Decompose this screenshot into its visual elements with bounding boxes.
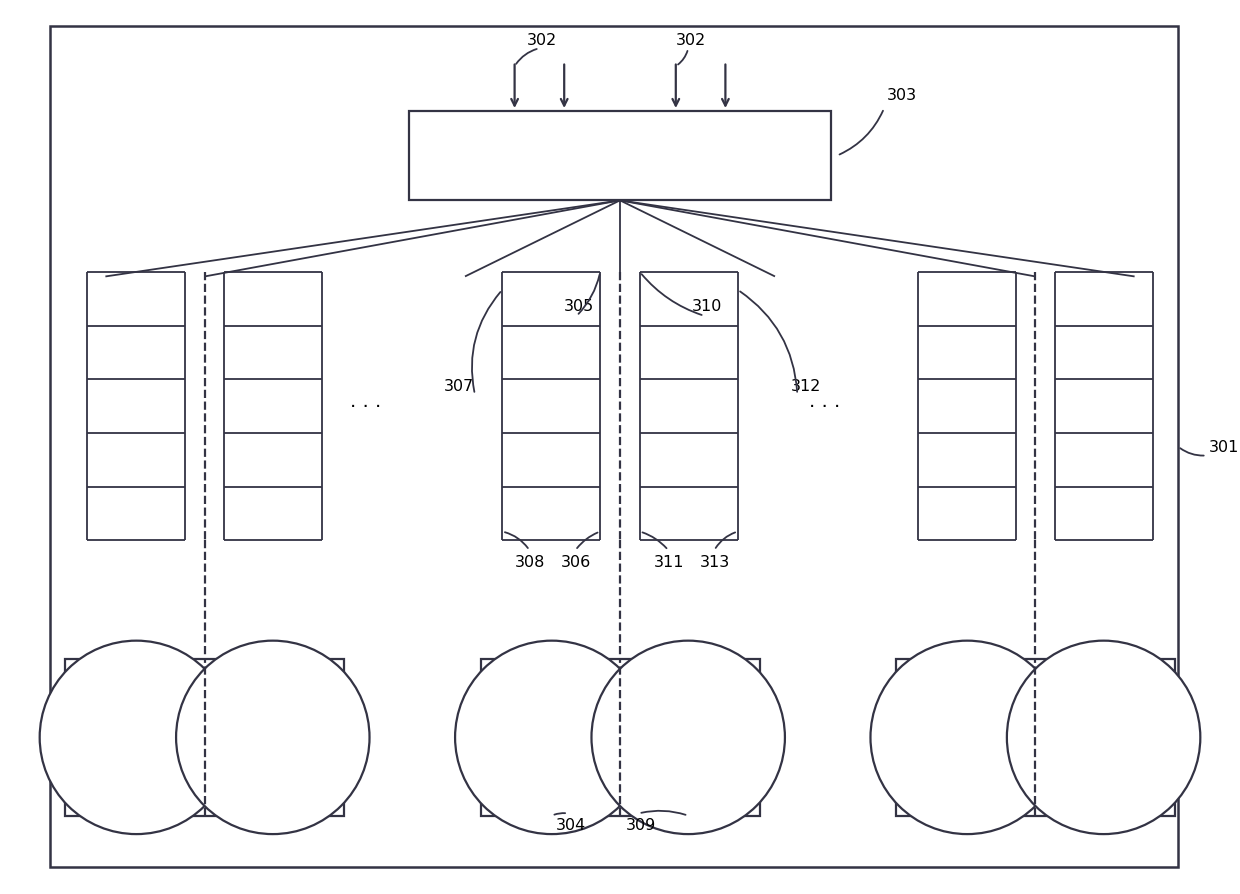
Text: 311: 311 [653, 554, 684, 569]
Text: 309: 309 [626, 817, 656, 831]
Text: 313: 313 [699, 554, 729, 569]
Ellipse shape [40, 641, 233, 834]
Text: 304: 304 [556, 817, 585, 831]
Text: 306: 306 [560, 554, 590, 569]
Polygon shape [895, 660, 1174, 815]
Text: 307: 307 [444, 379, 474, 393]
Polygon shape [481, 660, 759, 815]
Polygon shape [66, 660, 345, 815]
Ellipse shape [176, 641, 370, 834]
Text: 308: 308 [515, 554, 544, 569]
Text: · · ·: · · · [350, 397, 382, 417]
Text: 312: 312 [791, 379, 821, 393]
Ellipse shape [455, 641, 649, 834]
Text: 303: 303 [887, 89, 916, 103]
Text: 302: 302 [676, 33, 706, 47]
Text: 305: 305 [564, 299, 594, 313]
Ellipse shape [1007, 641, 1200, 834]
Text: 310: 310 [692, 299, 722, 313]
Text: 301: 301 [1209, 440, 1239, 454]
Polygon shape [50, 27, 1178, 867]
Text: 302: 302 [527, 33, 557, 47]
Polygon shape [409, 112, 831, 201]
Ellipse shape [591, 641, 785, 834]
Ellipse shape [870, 641, 1064, 834]
Text: · · ·: · · · [808, 397, 841, 417]
